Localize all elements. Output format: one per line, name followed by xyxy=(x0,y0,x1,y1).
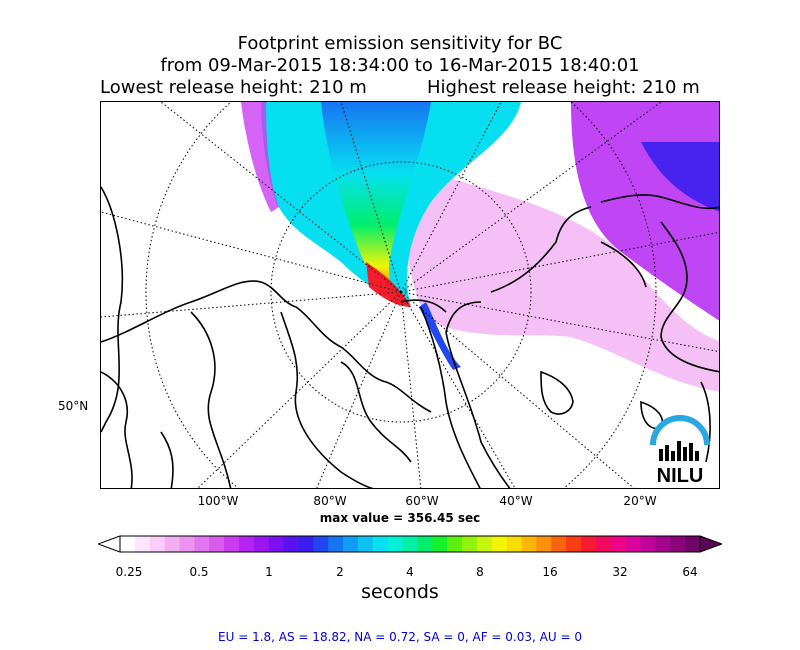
colorbar-segment xyxy=(313,536,329,552)
x-tick-100w: 100°W xyxy=(197,494,239,508)
colorbar-segment xyxy=(164,536,180,552)
colorbar-segment xyxy=(491,536,508,552)
colorbar-tick-2: 1 xyxy=(265,565,273,579)
colorbar-segment xyxy=(610,536,627,552)
colorbar-max-arrow xyxy=(699,535,722,553)
title-line-1: Footprint emission sensitivity for BC xyxy=(237,33,563,54)
colorbar-segment xyxy=(506,536,523,552)
colorbar-segment xyxy=(283,536,299,552)
coastlines xyxy=(101,186,719,488)
colorbar-segment xyxy=(521,536,537,552)
sensitivity-plume-hotspot xyxy=(366,262,411,307)
colorbar-segment xyxy=(655,536,671,552)
colorbar-segment xyxy=(268,536,285,552)
x-tick-40w: 40°W xyxy=(499,494,533,508)
colorbar-segment xyxy=(387,536,404,552)
sensitivity-field-east-core xyxy=(641,142,719,212)
colorbar xyxy=(98,535,722,553)
colorbar-segment xyxy=(224,536,240,552)
colorbar-tick-0: 0.25 xyxy=(115,565,143,579)
x-tick-80w: 80°W xyxy=(313,494,347,508)
sensitivity-plume-tail xyxy=(419,302,461,370)
colorbar-segment xyxy=(685,536,701,552)
colorbar-segment xyxy=(253,536,270,552)
colorbar-border xyxy=(119,535,701,553)
colorbar-tick-1: 0.5 xyxy=(189,565,209,579)
colorbar-segment xyxy=(328,536,344,552)
graticule xyxy=(101,102,719,488)
footprint-map: NILU xyxy=(100,101,720,489)
colorbar-label: seconds xyxy=(361,581,439,603)
sensitivity-field-pink xyxy=(401,162,719,392)
title-line-2: from 09-Mar-2015 18:34:00 to 16-Mar-2015… xyxy=(160,55,640,76)
max-value-label: max value = 356.45 sec xyxy=(319,511,481,525)
x-tick-60w: 60°W xyxy=(405,494,439,508)
x-tick-20w: 20°W xyxy=(623,494,657,508)
nilu-logo: NILU xyxy=(650,415,710,485)
colorbar-segment xyxy=(595,536,612,552)
nilu-logo-text: NILU xyxy=(657,465,704,485)
colorbar-segment xyxy=(120,536,136,552)
colorbar-segment xyxy=(357,536,374,552)
colorbar-segment xyxy=(149,536,166,552)
colorbar-segment xyxy=(551,536,567,552)
colorbar-segment xyxy=(581,536,597,552)
colorbar-segment xyxy=(625,536,642,552)
map-svg xyxy=(101,102,719,488)
colorbar-tick-7: 32 xyxy=(612,565,628,579)
colorbar-segment xyxy=(179,536,195,552)
colorbar-tick-8: 64 xyxy=(682,565,698,579)
colorbar-segment xyxy=(238,536,255,552)
colorbar-tick-6: 16 xyxy=(542,565,558,579)
colorbar-tick-4: 4 xyxy=(406,565,414,579)
colorbar-segment xyxy=(372,536,389,552)
colorbar-segment xyxy=(402,536,418,552)
colorbar-segment xyxy=(194,536,210,552)
colorbar-segment xyxy=(640,536,656,552)
colorbar-segment xyxy=(476,536,493,552)
colorbar-segment xyxy=(134,536,151,552)
colorbar-segment xyxy=(566,536,582,552)
colorbar-segment xyxy=(343,536,359,552)
colorbar-tick-3: 2 xyxy=(336,565,344,579)
colorbar-segment xyxy=(670,536,686,552)
colorbar-segment xyxy=(432,536,448,552)
colorbar-min-arrow xyxy=(98,535,121,553)
colorbar-tick-5: 8 xyxy=(476,565,484,579)
sensitivity-field-west xyxy=(241,102,279,212)
colorbar-segment xyxy=(536,536,552,552)
colorbar-segment xyxy=(417,536,433,552)
colorbar-segment xyxy=(447,536,463,552)
y-tick-50n: 50°N xyxy=(58,399,89,413)
highest-release-height: Highest release height: 210 m xyxy=(427,77,700,98)
colorbar-segment xyxy=(462,536,478,552)
sensitivity-plume-core xyxy=(321,102,431,307)
lowest-release-height: Lowest release height: 210 m xyxy=(100,77,367,98)
colorbar-segment xyxy=(209,536,225,552)
region-summary: EU = 1.8, AS = 18.82, NA = 0.72, SA = 0,… xyxy=(218,630,582,644)
colorbar-segment xyxy=(298,536,314,552)
